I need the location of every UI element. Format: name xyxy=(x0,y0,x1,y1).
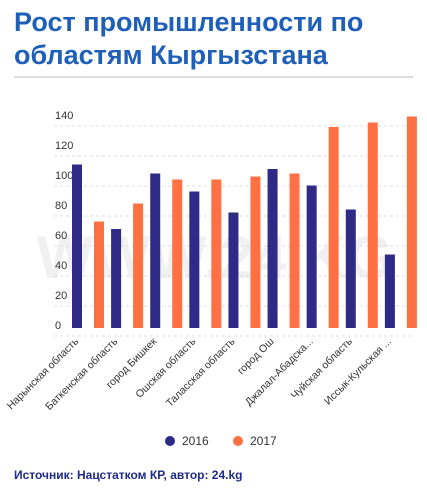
bar xyxy=(384,254,395,328)
bar xyxy=(172,179,183,328)
separator xyxy=(14,76,413,78)
bar xyxy=(289,173,300,328)
x-tick-label: Джалал-Абадска... xyxy=(243,336,316,409)
bar xyxy=(72,164,82,328)
y-tick-label: 120 xyxy=(55,140,73,152)
x-tick-label: Таласская область xyxy=(164,335,238,409)
bar xyxy=(306,185,317,328)
y-tick-label: 80 xyxy=(55,200,67,212)
bar xyxy=(228,212,239,328)
y-tick-label: 100 xyxy=(55,170,73,182)
chart-title: Рост промышленности по областям Кыргызст… xyxy=(14,7,364,70)
bar xyxy=(367,122,378,328)
bar xyxy=(94,221,104,328)
x-tick-label: Баткенская область xyxy=(43,335,120,412)
bar xyxy=(406,116,417,328)
bar xyxy=(150,173,161,328)
legend-label: 2016 xyxy=(182,434,209,448)
legend-marker xyxy=(233,436,243,446)
bar xyxy=(328,127,339,328)
y-tick-label: 40 xyxy=(55,260,67,272)
y-tick-label: 140 xyxy=(55,110,73,122)
y-tick-label: 20 xyxy=(55,290,67,302)
bar xyxy=(189,191,200,328)
x-tick-label: город Ош xyxy=(235,336,276,377)
y-tick-label: 0 xyxy=(55,320,61,332)
source: Источник: Нацстатком КР, автор: 24.kg xyxy=(14,468,243,482)
bar xyxy=(133,203,144,328)
bar xyxy=(250,176,261,328)
legend-label: 2017 xyxy=(250,434,277,448)
bar xyxy=(111,229,122,328)
x-tick-label: Иссык-Кульская ... xyxy=(322,336,394,408)
bar xyxy=(211,179,222,328)
bar xyxy=(267,169,278,328)
y-tick-label: 60 xyxy=(55,230,67,242)
bar xyxy=(345,209,356,328)
x-tick-label: Нарынская область xyxy=(5,335,82,412)
legend-marker xyxy=(165,436,175,446)
